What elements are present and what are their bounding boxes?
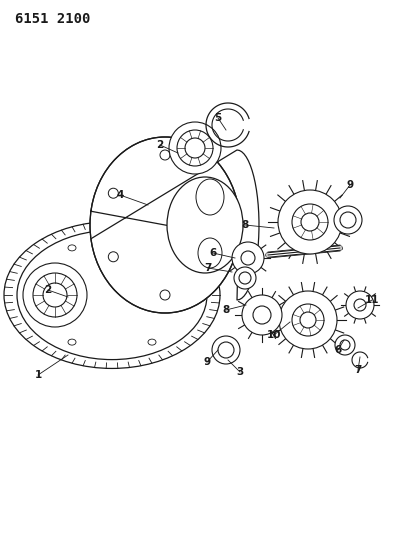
- Text: 7: 7: [204, 263, 212, 273]
- Ellipse shape: [196, 179, 224, 215]
- Ellipse shape: [232, 242, 264, 274]
- Ellipse shape: [108, 252, 118, 262]
- Ellipse shape: [148, 339, 156, 345]
- Text: 1: 1: [34, 370, 42, 380]
- Text: 4: 4: [116, 190, 124, 200]
- Ellipse shape: [167, 177, 243, 273]
- Ellipse shape: [212, 252, 222, 262]
- Ellipse shape: [212, 336, 240, 364]
- Ellipse shape: [160, 290, 170, 300]
- Ellipse shape: [68, 339, 76, 345]
- Ellipse shape: [335, 335, 355, 355]
- Ellipse shape: [198, 238, 222, 268]
- Ellipse shape: [212, 188, 222, 198]
- Text: 10: 10: [267, 330, 281, 340]
- Text: 5: 5: [214, 113, 222, 123]
- Ellipse shape: [160, 150, 170, 160]
- Ellipse shape: [23, 263, 87, 327]
- Text: 7: 7: [354, 365, 361, 375]
- Ellipse shape: [346, 291, 374, 319]
- Ellipse shape: [4, 222, 220, 368]
- Text: 6: 6: [335, 345, 341, 355]
- Text: 8: 8: [222, 305, 230, 315]
- Text: 9: 9: [204, 357, 211, 367]
- Ellipse shape: [68, 245, 76, 251]
- Text: 2: 2: [44, 285, 52, 295]
- Ellipse shape: [188, 292, 196, 298]
- Ellipse shape: [334, 206, 362, 234]
- Text: 3: 3: [236, 367, 244, 377]
- Ellipse shape: [148, 245, 156, 251]
- Ellipse shape: [242, 295, 282, 335]
- Ellipse shape: [90, 137, 240, 313]
- Ellipse shape: [28, 292, 36, 298]
- Text: 6: 6: [209, 248, 217, 258]
- Text: 9: 9: [346, 180, 354, 190]
- Ellipse shape: [169, 122, 221, 174]
- Text: 11: 11: [365, 295, 379, 305]
- Ellipse shape: [228, 342, 236, 348]
- Polygon shape: [91, 137, 259, 313]
- Ellipse shape: [234, 267, 256, 289]
- Text: 8: 8: [242, 220, 248, 230]
- Ellipse shape: [278, 190, 342, 254]
- Ellipse shape: [108, 188, 118, 198]
- Text: 6151 2100: 6151 2100: [15, 12, 91, 26]
- Ellipse shape: [279, 291, 337, 349]
- Text: 2: 2: [156, 140, 164, 150]
